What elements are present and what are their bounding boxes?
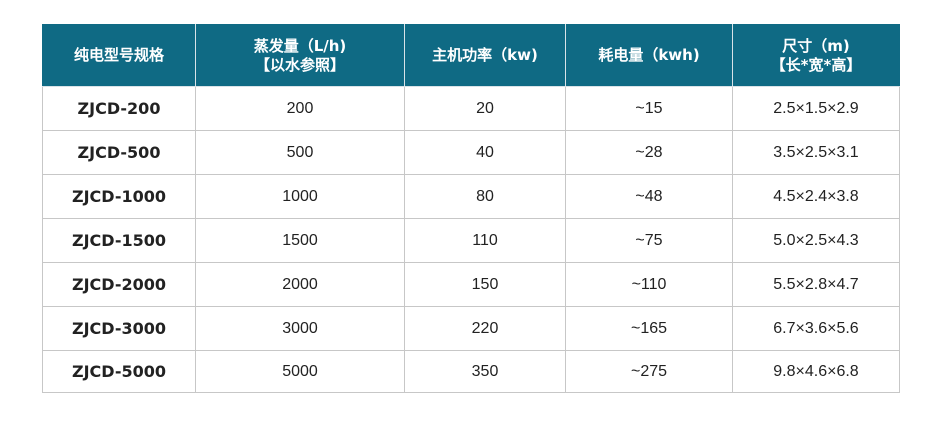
header-power-label: 主机功率（kw) xyxy=(432,46,538,64)
model-cell: ZJCD-1000 xyxy=(42,174,196,219)
consumption-cell: ~275 xyxy=(565,350,733,393)
header-model: 纯电型号规格 xyxy=(42,24,196,87)
model-cell: ZJCD-200 xyxy=(42,86,196,131)
size-cell: 5.5×2.8×4.7 xyxy=(732,262,900,307)
power-cell: 150 xyxy=(404,262,566,307)
size-cell: 5.0×2.5×4.3 xyxy=(732,218,900,263)
size-cell: 9.8×4.6×6.8 xyxy=(732,350,900,393)
consumption-cell: ~28 xyxy=(565,130,733,175)
evaporation-cell: 1000 xyxy=(195,174,405,219)
table-row: ZJCD-1500 1500 110 ~75 5.0×2.5×4.3 xyxy=(42,218,900,263)
header-evaporation-note: 【以水参照】 xyxy=(254,55,345,74)
evaporation-cell: 2000 xyxy=(195,262,405,307)
header-evaporation: 蒸发量（L/h) 【以水参照】 xyxy=(195,24,405,87)
table-row: ZJCD-500 500 40 ~28 3.5×2.5×3.1 xyxy=(42,130,900,175)
model-cell: ZJCD-2000 xyxy=(42,262,196,307)
table-row: ZJCD-200 200 20 ~15 2.5×1.5×2.9 xyxy=(42,86,900,131)
size-cell: 3.5×2.5×3.1 xyxy=(732,130,900,175)
table-row: ZJCD-3000 3000 220 ~165 6.7×3.6×5.6 xyxy=(42,306,900,351)
header-power: 主机功率（kw) xyxy=(404,24,566,87)
header-consumption-label: 耗电量（kwh) xyxy=(598,46,700,64)
table-row: ZJCD-5000 5000 350 ~275 9.8×4.6×6.8 xyxy=(42,350,900,393)
size-cell: 2.5×1.5×2.9 xyxy=(732,86,900,131)
power-cell: 40 xyxy=(404,130,566,175)
spec-table: 纯电型号规格 蒸发量（L/h) 【以水参照】 主机功率（kw) 耗电量（kwh)… xyxy=(42,24,900,393)
header-model-label: 纯电型号规格 xyxy=(73,46,164,64)
header-consumption: 耗电量（kwh) xyxy=(565,24,733,87)
evaporation-cell: 5000 xyxy=(195,350,405,393)
evaporation-cell: 3000 xyxy=(195,306,405,351)
size-cell: 6.7×3.6×5.6 xyxy=(732,306,900,351)
evaporation-cell: 1500 xyxy=(195,218,405,263)
table-row: ZJCD-1000 1000 80 ~48 4.5×2.4×3.8 xyxy=(42,174,900,219)
power-cell: 220 xyxy=(404,306,566,351)
model-cell: ZJCD-5000 xyxy=(42,350,196,393)
evaporation-cell: 500 xyxy=(195,130,405,175)
power-cell: 80 xyxy=(404,174,566,219)
evaporation-cell: 200 xyxy=(195,86,405,131)
model-cell: ZJCD-1500 xyxy=(42,218,196,263)
model-cell: ZJCD-500 xyxy=(42,130,196,175)
header-size-note: 【长*宽*高】 xyxy=(770,55,862,74)
consumption-cell: ~75 xyxy=(565,218,733,263)
power-cell: 110 xyxy=(404,218,566,263)
header-evaporation-label: 蒸发量（L/h) xyxy=(253,36,347,55)
header-size-label: 尺寸（m) xyxy=(782,36,850,55)
header-row: 纯电型号规格 蒸发量（L/h) 【以水参照】 主机功率（kw) 耗电量（kwh)… xyxy=(42,24,900,87)
consumption-cell: ~165 xyxy=(565,306,733,351)
consumption-cell: ~110 xyxy=(565,262,733,307)
power-cell: 20 xyxy=(404,86,566,131)
consumption-cell: ~48 xyxy=(565,174,733,219)
header-size: 尺寸（m) 【长*宽*高】 xyxy=(732,24,900,87)
consumption-cell: ~15 xyxy=(565,86,733,131)
model-cell: ZJCD-3000 xyxy=(42,306,196,351)
table-row: ZJCD-2000 2000 150 ~110 5.5×2.8×4.7 xyxy=(42,262,900,307)
power-cell: 350 xyxy=(404,350,566,393)
size-cell: 4.5×2.4×3.8 xyxy=(732,174,900,219)
